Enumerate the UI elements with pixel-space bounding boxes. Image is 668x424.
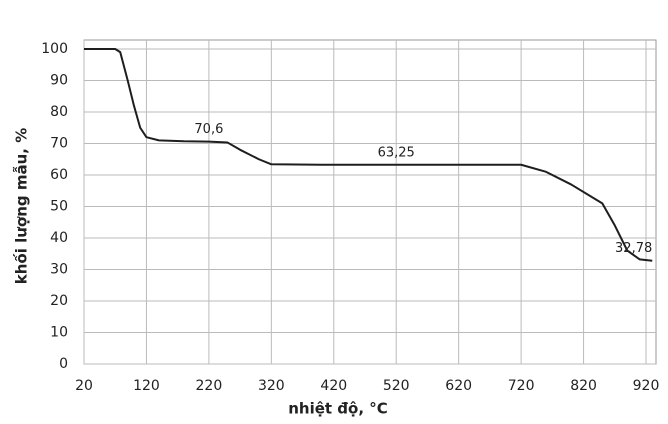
x-tick-label: 120 bbox=[133, 378, 160, 394]
annotation: 70,6 bbox=[194, 122, 223, 137]
x-tick-label: 20 bbox=[75, 378, 93, 394]
x-tick-label: 420 bbox=[320, 378, 347, 394]
y-tick-label: 10 bbox=[50, 325, 68, 341]
x-axis-title: nhiệt độ, °C bbox=[288, 400, 388, 418]
y-tick-label: 30 bbox=[50, 262, 68, 278]
y-tick-label: 80 bbox=[50, 104, 68, 120]
annotation: 63,25 bbox=[378, 145, 415, 160]
y-tick-label: 0 bbox=[59, 356, 68, 372]
y-tick-label: 90 bbox=[50, 73, 68, 89]
y-tick-label: 40 bbox=[50, 230, 68, 246]
x-tick-label: 520 bbox=[383, 378, 410, 394]
x-tick-label: 220 bbox=[196, 378, 223, 394]
y-tick-label: 100 bbox=[41, 41, 68, 57]
annotation: 32,78 bbox=[615, 241, 652, 256]
y-axis-title: khối lượng mẫu, % bbox=[12, 128, 31, 284]
y-tick-label: 50 bbox=[50, 199, 68, 215]
y-tick-label: 20 bbox=[50, 293, 68, 309]
x-tick-label: 720 bbox=[508, 378, 535, 394]
x-tick-label: 320 bbox=[258, 378, 285, 394]
y-tick-label: 60 bbox=[50, 167, 68, 183]
x-tick-label: 920 bbox=[633, 378, 660, 394]
x-tick-label: 620 bbox=[445, 378, 472, 394]
plot-frame bbox=[83, 39, 657, 365]
y-tick-label: 70 bbox=[50, 136, 68, 152]
data-line bbox=[84, 48, 653, 262]
x-tick-label: 820 bbox=[570, 378, 597, 394]
